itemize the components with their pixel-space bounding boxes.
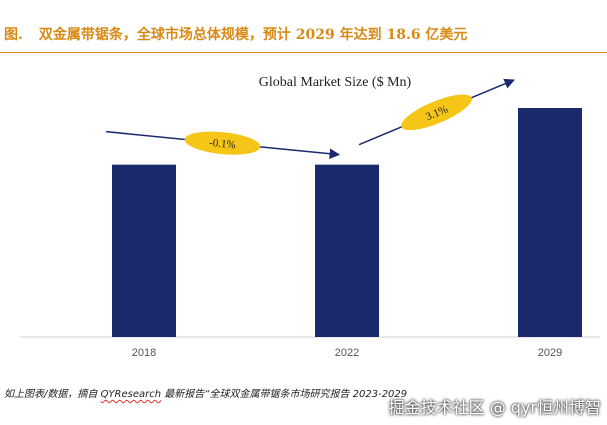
bars-layer [112,108,582,337]
source-note-brand: QYResearch [100,389,162,400]
figure-label: 图. [4,27,23,43]
cagr-badge-2018-2022: -0.1% [184,131,261,155]
cagr-badge-shape [184,131,261,155]
cagr-label: -0.1% [209,137,237,152]
source-note: 如上图表/数据，摘自 QYResearch 最新报告“全球双金属带锯条市场研究报… [4,385,407,400]
x-tick-labels: 2018 2022 2029 [132,347,562,359]
cagr-badge-2022-2029: 3.1% [401,94,472,131]
x-tick-label-2018: 2018 [132,347,156,359]
chart-title: Global Market Size ($ Mn) [259,75,412,90]
figure-title-text: 双金属带锯条，全球市场总体规模，预计 2029 年达到 18.6 亿美元 [38,27,468,43]
bar-2022 [315,164,379,337]
source-note-suffix: 最新报告“全球双金属带锯条市场研究报告 2023-2029 [164,389,408,400]
growth-annotations: -0.1% 3.1% [105,78,515,159]
title-divider [0,52,607,53]
source-note-prefix: 如上图表/数据，摘自 [4,389,98,400]
figure-title: 图. 双金属带锯条，全球市场总体规模，预计 2029 年达到 18.6 亿美元 [4,24,604,44]
x-tick-label-2022: 2022 [335,347,359,359]
watermark: 掘金技术社区 @ qyr恒州博智 [388,398,601,417]
cagr-badge-shape [401,94,472,131]
x-tick-label-2029: 2029 [538,347,562,359]
bar-2018 [112,164,176,337]
bar-2029 [518,108,582,337]
